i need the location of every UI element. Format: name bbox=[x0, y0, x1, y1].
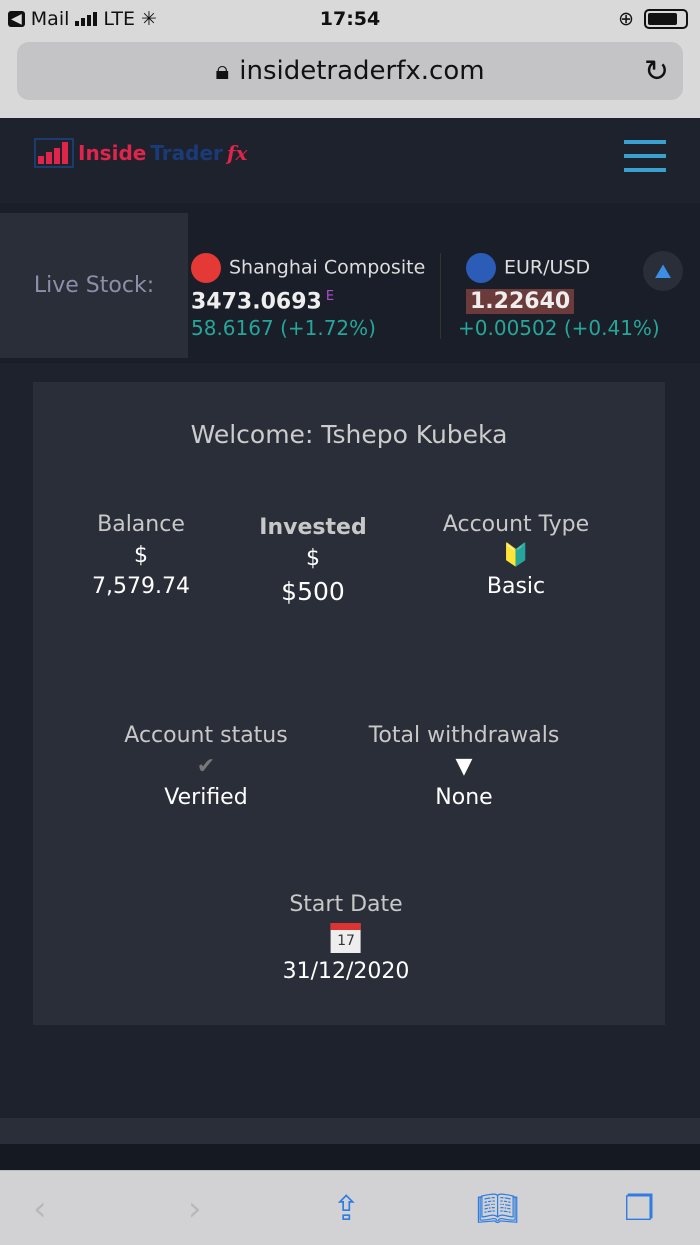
menu-icon[interactable] bbox=[624, 140, 666, 182]
balance-stat: Balance $ 7,579.74 bbox=[92, 512, 190, 599]
eur-usd-flag-icon bbox=[466, 253, 496, 283]
signal-icon bbox=[75, 12, 98, 26]
ticker-change: 58.6167 (+1.72%) bbox=[191, 316, 376, 341]
reload-icon[interactable]: ↻ bbox=[643, 54, 669, 89]
orientation-lock-icon: ⊕ bbox=[618, 8, 634, 30]
account-status-stat: Account status ✔ Verified bbox=[124, 723, 287, 810]
ticker-item[interactable]: Shanghai Composite 3473.0693 E 58.6167 (+… bbox=[191, 253, 425, 340]
lock-icon: 🔒︎ bbox=[215, 55, 230, 86]
browser-address-bar: 🔒︎ insidetraderfx.com ↻ bbox=[0, 38, 700, 118]
site-header: Inside Trader fx bbox=[0, 118, 700, 203]
account-type-value: Basic bbox=[486, 574, 546, 599]
status-bar: ◀ Mail LTE ✳ 17:54 ⊕ bbox=[0, 0, 700, 38]
start-date-stat: Start Date 17 31/12/2020 bbox=[283, 892, 410, 984]
loading-icon: ✳ bbox=[140, 8, 157, 30]
china-flag-icon bbox=[191, 253, 221, 283]
back-app-button[interactable]: ◀ bbox=[8, 11, 25, 27]
url-text: insidetraderfx.com bbox=[239, 56, 485, 86]
clock: 17:54 bbox=[319, 8, 381, 30]
account-status-value: Verified bbox=[164, 785, 248, 810]
ticker-price: 1.22640 bbox=[466, 289, 575, 314]
ticker-suffix: E bbox=[325, 289, 335, 304]
account-summary-card: Welcome: Tshepo Kubeka Balance $ 7,579.7… bbox=[33, 382, 665, 1025]
logo-part-2: Trader bbox=[150, 141, 223, 165]
tabs-icon[interactable]: ❐ bbox=[624, 1189, 655, 1229]
url-field[interactable]: 🔒︎ insidetraderfx.com ↻ bbox=[17, 42, 683, 100]
carrier-label: LTE bbox=[103, 8, 135, 30]
withdrawals-value: None bbox=[435, 785, 493, 810]
invested-stat: Invested $ $500 bbox=[259, 515, 366, 606]
ticker-label: Live Stock: bbox=[0, 213, 188, 358]
beginner-badge-icon: 🔰 bbox=[502, 543, 530, 568]
bottom-ticker-band bbox=[0, 1118, 700, 1178]
share-icon[interactable]: ⇪ bbox=[332, 1189, 361, 1229]
ticker-item[interactable]: EUR/USD 1.22640 +0.00502 (+0.41%) bbox=[458, 253, 660, 340]
live-stock-ticker: Live Stock: Shanghai Composite 3473.0693… bbox=[0, 203, 700, 363]
triangle-down-icon: ▼ bbox=[455, 754, 473, 779]
withdrawals-label: Total withdrawals bbox=[368, 723, 560, 748]
calendar-icon: 17 bbox=[331, 923, 361, 953]
start-date-value: 31/12/2020 bbox=[282, 959, 410, 984]
logo[interactable]: Inside Trader fx bbox=[34, 138, 247, 168]
ticker-name: EUR/USD bbox=[504, 256, 591, 279]
back-app-label: Mail bbox=[30, 8, 70, 30]
battery-icon bbox=[644, 9, 688, 29]
account-status-label: Account status bbox=[124, 723, 288, 748]
start-date-label: Start Date bbox=[289, 892, 403, 917]
account-type-stat: Account Type 🔰 Basic bbox=[443, 512, 589, 599]
logo-part-3: fx bbox=[226, 141, 248, 165]
ticker-name: Shanghai Composite bbox=[229, 256, 426, 279]
balance-value: 7,579.74 bbox=[92, 574, 190, 599]
withdrawals-stat: Total withdrawals ▼ None bbox=[369, 723, 560, 810]
invested-label: Invested bbox=[259, 515, 367, 540]
logo-part-1: Inside bbox=[78, 141, 147, 165]
tradingview-logo-icon[interactable]: ⛰ bbox=[643, 251, 683, 291]
bookmarks-icon[interactable]: 📖︎ bbox=[476, 1189, 520, 1229]
checkmark-icon: ✔ bbox=[196, 754, 216, 779]
account-type-label: Account Type bbox=[442, 512, 590, 537]
invested-currency: $ bbox=[305, 546, 320, 571]
balance-currency: $ bbox=[134, 543, 148, 568]
invested-value: $500 bbox=[281, 577, 345, 606]
forward-icon[interactable]: › bbox=[188, 1189, 202, 1229]
back-icon[interactable]: ‹ bbox=[33, 1189, 47, 1229]
ticker-change: +0.00502 (+0.41%) bbox=[458, 316, 660, 340]
browser-toolbar: ‹ › ⇪ 📖︎ ❐ bbox=[0, 1170, 700, 1245]
logo-chart-icon bbox=[34, 138, 74, 168]
divider bbox=[440, 253, 441, 339]
welcome-text: Welcome: Tshepo Kubeka bbox=[190, 420, 508, 449]
balance-label: Balance bbox=[97, 512, 185, 537]
ticker-price: 3473.0693 bbox=[191, 289, 322, 315]
